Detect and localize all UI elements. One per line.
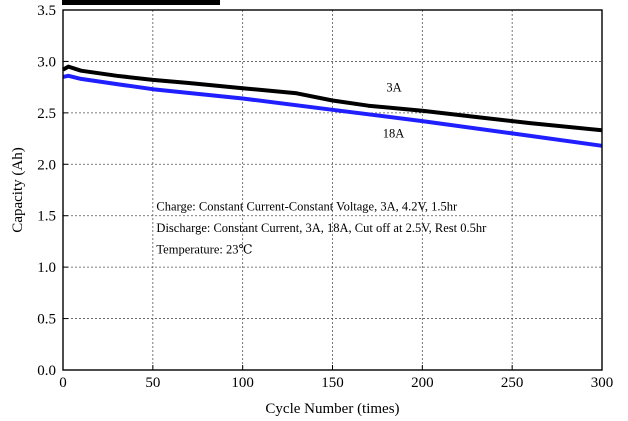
x-tick-label-2: 100 xyxy=(231,375,254,391)
y-tick-label-2: 1.0 xyxy=(37,260,56,276)
series-layer xyxy=(62,64,603,148)
header-bar xyxy=(62,0,220,5)
series-label-18a: 18A xyxy=(383,127,405,141)
tick-labels: 0 50 100 150 200 250 300 0.0 0.5 1.0 1.5 2.0 2.5 3.0 3… xyxy=(37,3,613,391)
x-axis-title: Cycle Number (times) xyxy=(265,401,399,417)
y-tick-label-3: 1.5 xyxy=(37,209,56,225)
y-tick-label-5: 2.5 xyxy=(37,106,56,122)
grid xyxy=(63,10,602,370)
y-tick-label-7: 3.5 xyxy=(37,3,56,19)
x-tick-label-4: 200 xyxy=(411,375,434,391)
y-tick-label-4: 2.0 xyxy=(37,157,56,173)
y-tick-label-0: 0.0 xyxy=(37,363,56,379)
series-line-1 xyxy=(62,73,603,148)
annotation-temperature: Temperature: 23℃ xyxy=(156,243,252,257)
y-axis-title: Capacity (Ah) xyxy=(10,147,26,232)
x-tick-label-3: 150 xyxy=(321,375,344,391)
x-tick-label-6: 300 xyxy=(591,375,614,391)
series-line-0 xyxy=(62,64,603,133)
annotation-charge: Charge: Constant Current-Constant Voltag… xyxy=(156,199,458,213)
x-tick-label-1: 50 xyxy=(145,375,160,391)
x-tick-label-5: 250 xyxy=(501,375,524,391)
annotation-discharge: Discharge: Constant Current, 3A, 18A, Cu… xyxy=(156,221,487,235)
y-tick-label-1: 0.5 xyxy=(37,312,56,328)
series-label-3a: 3A xyxy=(386,80,401,94)
x-tick-label-0: 0 xyxy=(59,375,67,391)
y-tick-label-6: 3.0 xyxy=(37,54,56,70)
